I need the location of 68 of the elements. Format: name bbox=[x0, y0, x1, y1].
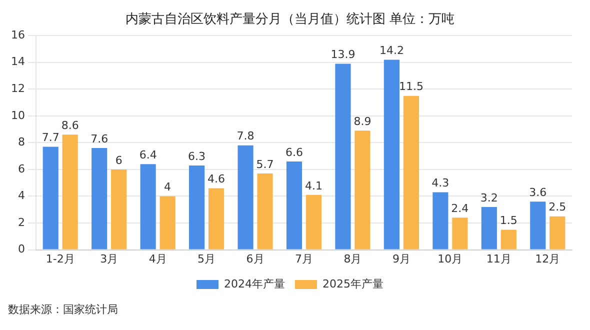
data-label: 13.9 bbox=[330, 48, 356, 62]
bar bbox=[335, 64, 351, 250]
x-tick-label: 9月 bbox=[392, 252, 410, 266]
bar bbox=[384, 60, 400, 250]
y-tick-label: 14 bbox=[10, 55, 25, 68]
bar bbox=[354, 130, 370, 250]
y-tick-label: 0 bbox=[18, 242, 25, 256]
bar bbox=[530, 202, 546, 250]
legend-label: 2025年产量 bbox=[322, 277, 384, 290]
bar bbox=[403, 96, 419, 250]
x-tick-label: 12月 bbox=[535, 252, 560, 266]
data-label: 8.6 bbox=[61, 119, 79, 132]
bar bbox=[306, 194, 322, 250]
bar bbox=[160, 196, 176, 250]
bar bbox=[208, 188, 224, 250]
bar bbox=[257, 173, 273, 250]
x-tick-label: 8月 bbox=[344, 252, 362, 266]
data-label: 4.1 bbox=[304, 179, 322, 192]
data-label: 14.2 bbox=[379, 44, 404, 58]
x-tick-label: 5月 bbox=[198, 252, 216, 266]
bar bbox=[140, 164, 156, 250]
data-label: 6 bbox=[115, 154, 122, 167]
x-tick-label: 7月 bbox=[295, 252, 313, 266]
y-tick-label: 2 bbox=[18, 216, 25, 229]
data-label: 2.5 bbox=[548, 200, 566, 214]
data-label: 7.8 bbox=[236, 130, 254, 143]
bar bbox=[481, 206, 497, 250]
data-label: 7.7 bbox=[42, 131, 60, 144]
data-label: 5.7 bbox=[256, 158, 274, 171]
bar bbox=[42, 146, 58, 250]
bar bbox=[111, 169, 127, 250]
bar bbox=[189, 165, 205, 250]
x-tick-label: 3月 bbox=[100, 252, 118, 266]
bar bbox=[500, 230, 516, 250]
y-tick-label: 6 bbox=[18, 162, 25, 176]
bar bbox=[238, 145, 254, 250]
source-note: 数据来源：国家统计局 bbox=[8, 302, 119, 317]
data-label: 4 bbox=[164, 180, 172, 194]
y-tick-label: 12 bbox=[10, 82, 25, 96]
y-tick-label: 10 bbox=[10, 108, 25, 122]
bar bbox=[286, 161, 302, 250]
bar bbox=[92, 148, 108, 250]
data-label: 6.6 bbox=[286, 146, 304, 159]
chart-title: 内蒙古自治区饮料产量分月（当月值）统计图 单位：万吨 bbox=[125, 12, 455, 28]
x-tick-label: 1-2月 bbox=[46, 252, 75, 266]
bar bbox=[62, 134, 78, 250]
data-label: 6.4 bbox=[139, 148, 157, 162]
x-tick-label: 6月 bbox=[246, 252, 264, 266]
data-label: 8.9 bbox=[354, 115, 372, 128]
data-label: 6.3 bbox=[188, 150, 206, 163]
bar bbox=[550, 216, 566, 250]
data-label: 3.2 bbox=[480, 191, 498, 204]
data-label: 7.6 bbox=[90, 132, 108, 146]
data-label: 3.6 bbox=[529, 186, 547, 199]
bar bbox=[432, 192, 448, 250]
y-tick-label: 16 bbox=[10, 28, 25, 42]
data-label: 2.4 bbox=[451, 202, 469, 216]
x-tick-label: 10月 bbox=[438, 252, 463, 266]
x-tick-label: 11月 bbox=[486, 252, 512, 266]
data-label: 1.5 bbox=[500, 214, 518, 228]
data-label: 4.3 bbox=[432, 176, 450, 190]
x-tick-label: 4月 bbox=[148, 252, 167, 266]
data-label: 4.6 bbox=[208, 172, 226, 186]
y-tick-label: 8 bbox=[18, 136, 25, 149]
bar bbox=[452, 218, 468, 250]
y-tick-label: 4 bbox=[18, 189, 25, 202]
data-label: 11.5 bbox=[398, 80, 424, 94]
legend-label: 2024年产量 bbox=[224, 277, 286, 290]
